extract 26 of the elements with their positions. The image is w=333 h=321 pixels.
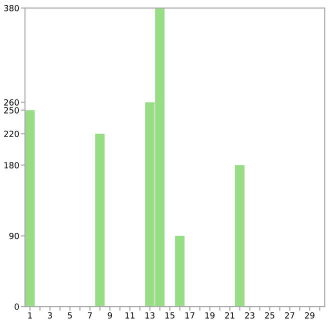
x-tick-label: 23 [245,312,254,319]
x-tick-label: 27 [285,312,294,318]
y-tick-label: 260 [4,99,19,106]
x-tick-label: 19 [205,312,215,319]
y-tick-label: 250 [4,107,19,114]
y-tick-label: 0 [14,304,19,310]
x-tick-label: 11 [125,312,134,318]
x-tick-label: 9 [108,312,112,319]
x-tick-label: 3 [48,312,52,319]
x-tick-label: 15 [165,312,174,319]
bar [25,110,35,307]
bar [95,134,105,307]
bar [175,236,185,307]
bar [235,165,245,307]
x-tick-label: 29 [305,312,314,319]
x-tick-label: 17 [185,312,194,318]
x-tick-label: 13 [145,312,154,319]
y-tick-label: 380 [4,5,19,12]
x-tick-label: 5 [68,312,72,319]
x-tick-label: 1 [28,312,32,318]
y-tick-label: 220 [4,130,19,138]
x-tick-label: 25 [265,312,274,319]
y-tick-label: 180 [4,162,19,168]
y-tick-label: 90 [9,232,19,240]
x-tick-label: 7 [88,312,92,318]
x-tick-label: 21 [225,312,234,318]
